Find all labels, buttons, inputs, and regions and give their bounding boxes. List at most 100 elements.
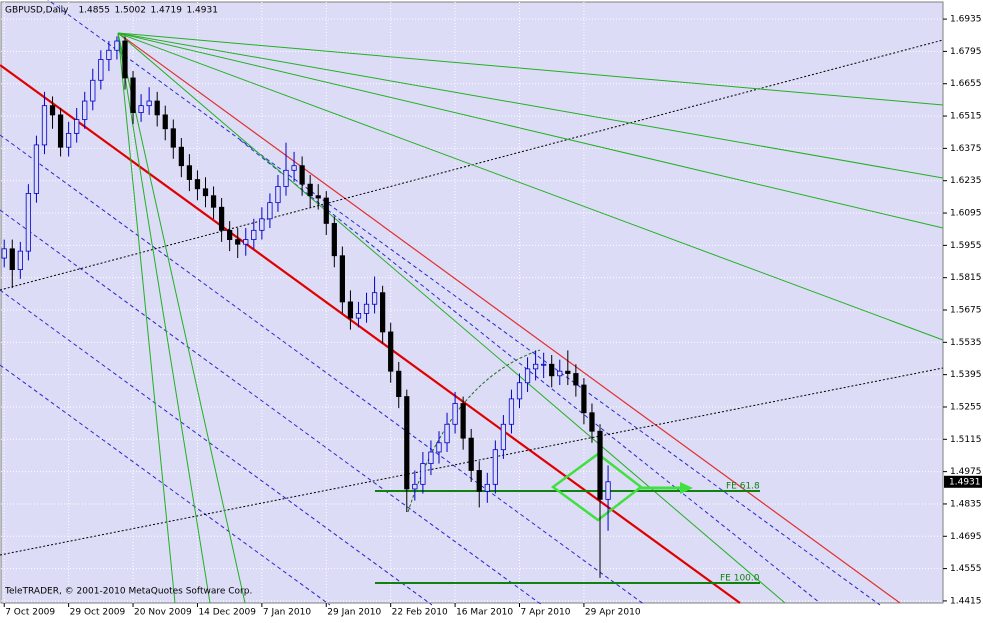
candle-body	[532, 363, 539, 370]
candle-body	[275, 186, 281, 204]
candle-body	[476, 470, 482, 492]
header-price: 1.4931	[186, 6, 218, 16]
candle-body	[307, 183, 313, 197]
candle-body	[420, 463, 426, 485]
fan-line	[117, 32, 176, 604]
candle-body	[259, 218, 265, 231]
candle-body	[452, 403, 458, 425]
candle-body	[597, 430, 603, 500]
candle-body	[524, 368, 531, 384]
candle-body	[323, 197, 329, 224]
candle-body	[138, 105, 144, 113]
candle-body	[114, 40, 120, 51]
y-tick-label: 1.5535	[950, 338, 982, 348]
x-tick-label: 22 Feb 2010	[392, 608, 448, 618]
candle-body	[355, 313, 362, 319]
dotted-line	[0, 39, 944, 291]
header-price: 1.4855	[78, 6, 110, 16]
candle-body	[299, 165, 305, 185]
candle-body	[541, 363, 547, 366]
candle-body	[251, 229, 257, 240]
candle-body	[162, 114, 168, 130]
fan-line	[117, 32, 944, 229]
candle-body	[82, 100, 88, 120]
fan-line	[117, 32, 944, 341]
x-tick-label: 7 Oct 2009	[5, 608, 55, 618]
annotation: FE 100.0	[720, 574, 760, 584]
channel-line	[0, 289, 433, 606]
annotation: FE 61.8	[726, 482, 760, 492]
candle-body	[460, 403, 466, 439]
arrow-head	[680, 482, 693, 494]
price-marker	[944, 475, 982, 488]
candle-body	[339, 255, 345, 303]
candle-body	[218, 206, 225, 231]
candle-body	[17, 250, 23, 270]
candle-body	[388, 331, 394, 372]
candle-body	[549, 363, 555, 377]
candle-body	[25, 193, 31, 252]
fan-line	[117, 32, 211, 604]
red-trendline	[117, 32, 901, 604]
candles	[1, 36, 611, 578]
candle-body	[557, 370, 563, 377]
candle-body	[404, 396, 410, 490]
candle-body	[106, 49, 112, 60]
candle-body	[57, 114, 64, 148]
candle-body	[202, 188, 209, 197]
x-tick-label: 29 Oct 2009	[70, 608, 126, 618]
diamond	[550, 452, 644, 522]
candle-body	[605, 481, 611, 500]
channel-line	[47, 0, 881, 606]
fan-line	[117, 32, 786, 604]
y-tick-label: 1.5255	[950, 402, 982, 412]
header-price: 1.5002	[114, 6, 146, 16]
y-tick-label: 1.4975	[950, 467, 982, 477]
y-tick-label: 1.6235	[950, 176, 982, 186]
candle-body	[170, 128, 176, 148]
candle-body	[178, 146, 184, 167]
y-tick-label: 1.5115	[950, 435, 982, 445]
x-tick-label: 29 Apr 2010	[585, 608, 641, 618]
candle-body	[500, 423, 507, 451]
candle-body	[227, 229, 233, 240]
y-tick-label: 1.4695	[950, 532, 982, 542]
red-trendline	[0, 64, 741, 604]
candle-body	[581, 384, 587, 414]
x-tick-label: 20 Nov 2009	[134, 608, 192, 618]
candle-body	[1, 248, 7, 259]
candle-body	[315, 195, 321, 199]
x-tick-label: 14 Dec 2009	[198, 608, 256, 618]
candle-body	[194, 179, 201, 190]
symbol: GBPUSD,Daily	[5, 6, 69, 16]
x-tick-label: 7 Apr 2010	[521, 608, 571, 618]
y-tick-label: 1.6515	[950, 112, 982, 122]
candle-body	[74, 119, 80, 134]
candle-body	[235, 239, 241, 245]
candle-body	[565, 370, 571, 374]
x-tick-label: 29 Jan 2010	[327, 608, 381, 618]
candle-body	[210, 195, 217, 208]
candle-body	[33, 144, 40, 194]
gann-fan	[117, 32, 944, 604]
candle-body	[146, 100, 152, 107]
candle-body	[589, 412, 595, 432]
candle-body	[516, 382, 523, 400]
candle-body	[90, 79, 96, 102]
y-tick-label: 1.5955	[950, 241, 982, 251]
plot-area	[0, 1, 944, 604]
candle-body	[363, 303, 370, 314]
candle-body	[283, 169, 289, 187]
fan-line	[117, 32, 246, 604]
x-tick-label: 7 Jan 2010	[263, 608, 311, 618]
y-tick-label: 1.6795	[950, 47, 982, 57]
y-tick-label: 1.4835	[950, 499, 982, 509]
candle-body	[291, 165, 297, 171]
current-price: 1.4931	[949, 477, 981, 487]
fan-line	[117, 32, 944, 179]
y-tick-label: 1.6375	[950, 144, 982, 154]
y-tick-label: 1.6095	[950, 209, 982, 219]
y-tick-label: 1.5395	[950, 370, 982, 380]
fan-line	[117, 32, 944, 106]
